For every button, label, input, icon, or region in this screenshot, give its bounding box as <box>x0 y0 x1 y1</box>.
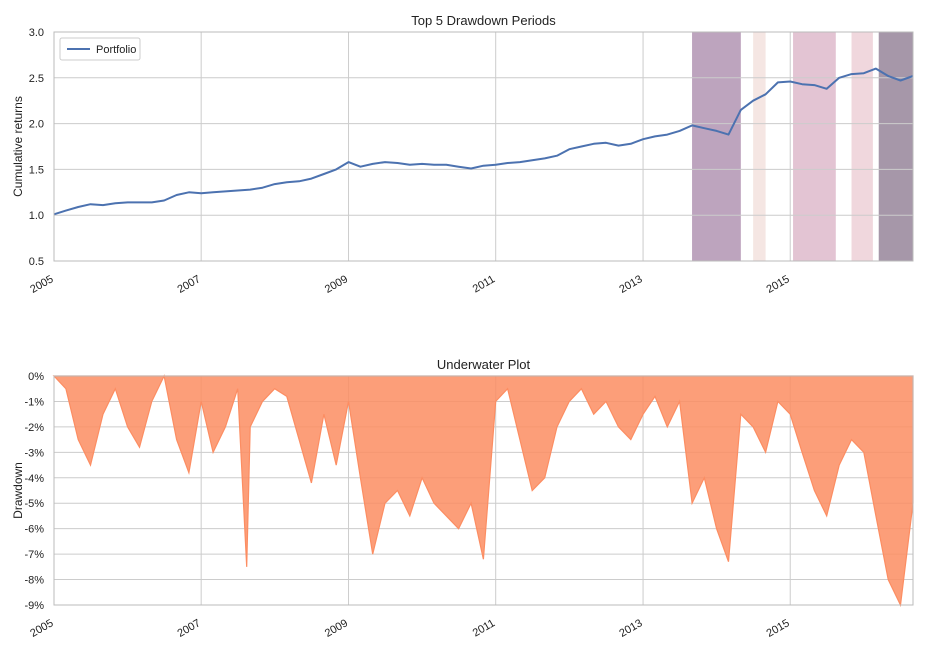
y-tick-label: -3% <box>24 447 44 459</box>
drawdown-period-5 <box>878 32 913 261</box>
chart-title: Underwater Plot <box>437 357 531 372</box>
x-tick-label: 2013 <box>617 273 644 296</box>
x-tick-label: 2005 <box>28 617 55 640</box>
y-tick-label: 2.0 <box>29 119 44 131</box>
drawdown-period-1 <box>692 32 741 261</box>
plot-frame <box>53 375 914 606</box>
chart-title: Top 5 Drawdown Periods <box>411 13 556 28</box>
x-tick-labels: 2005 2007 2009 2011 2013 2015 <box>28 273 791 296</box>
drawdown-period-3 <box>793 32 836 261</box>
y-tick-label: 1.5 <box>29 164 44 176</box>
y-tick-label: -6% <box>24 524 44 536</box>
y-tick-label: 0% <box>28 371 44 383</box>
plot-frame <box>53 31 914 262</box>
y-axis-label: Cumulative returns <box>11 96 25 197</box>
x-tick-label: 2007 <box>175 273 202 296</box>
series-marks <box>53 67 914 216</box>
y-tick-label: -7% <box>24 549 44 561</box>
x-tick-label: 2009 <box>323 273 350 296</box>
x-tick-label: 2015 <box>765 273 792 296</box>
plot-area <box>54 32 913 261</box>
chart-top-drawdown-periods: 0.51.01.52.02.53.0 2005 2007 2009 2011 2013 2… <box>11 13 914 296</box>
y-tick-label: 0.5 <box>29 256 44 268</box>
y-tick-labels: 0.5 1.0 1.5 2.0 2.5 3.0 <box>29 27 44 268</box>
legend-entry-portfolio: Portfolio <box>96 44 136 56</box>
legend: Portfolio <box>59 37 141 61</box>
y-axis-label: Drawdown <box>11 462 25 519</box>
x-tick-label: 2015 <box>765 617 792 640</box>
drawdown-period-4 <box>851 32 873 261</box>
series-marks <box>52 374 914 608</box>
x-tick-label: 2013 <box>617 617 644 640</box>
y-tick-label: -2% <box>24 422 44 434</box>
x-tick-labels: 2005 2007 2009 2011 2013 2015 <box>28 617 791 640</box>
drawdown-shades <box>692 32 913 261</box>
y-tick-label: -1% <box>24 396 44 408</box>
legend-box <box>59 37 141 61</box>
y-tick-label: -5% <box>24 498 44 510</box>
drawdown-period-2 <box>753 32 766 261</box>
series-line-portfolio <box>53 67 914 216</box>
y-tick-label: -4% <box>24 473 44 485</box>
underwater-area <box>52 374 914 608</box>
chart-underwater-plot: 0%-1%-2%-3%-4%-5%-6%-7%-8%-9% 2005 2007 20… <box>11 357 914 640</box>
x-tick-label: 2005 <box>28 273 55 296</box>
x-tick-label: 2011 <box>471 617 497 639</box>
y-tick-label: 1.0 <box>29 210 44 222</box>
y-tick-label: -8% <box>24 575 44 587</box>
y-tick-label: 3.0 <box>29 27 44 39</box>
y-tick-label: -9% <box>24 600 44 612</box>
y-tick-labels: 0% -1% -2% -3% -4% -5% -6% -7% -8% -9% <box>24 371 44 612</box>
x-tick-label: 2011 <box>471 273 497 295</box>
x-tick-label: 2007 <box>175 617 202 640</box>
x-tick-label: 2009 <box>323 617 350 640</box>
y-tick-label: 2.5 <box>29 73 44 85</box>
